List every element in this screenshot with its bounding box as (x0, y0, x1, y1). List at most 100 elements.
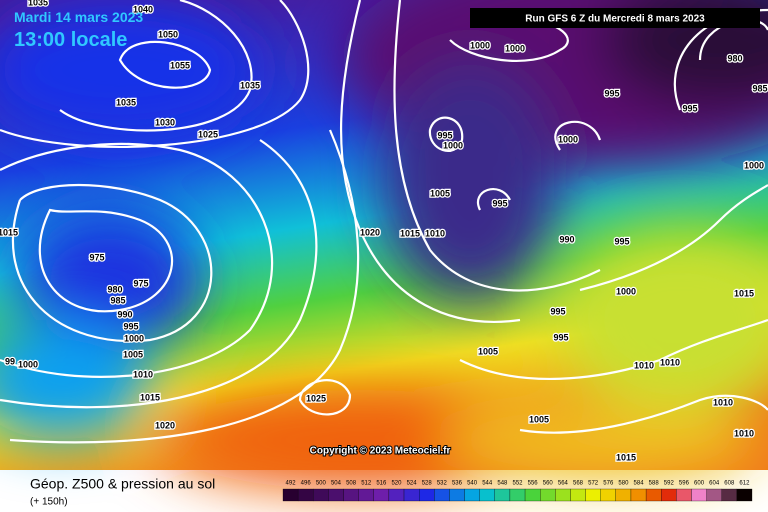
isobar-label: 1010 (425, 228, 445, 238)
isobar-label: 1015 (616, 452, 636, 462)
isobar-label: 1000 (616, 286, 636, 296)
isobar-label: 1010 (660, 357, 680, 367)
run-box (470, 8, 760, 28)
forecast-time: 13:00 locale (14, 29, 127, 51)
scale-swatch (358, 488, 374, 502)
scale-label: 584 (634, 481, 645, 487)
isobar-label: 995 (614, 236, 629, 246)
scale-label: 536 (452, 481, 463, 487)
isobar-label: 1035 (240, 80, 260, 90)
isobar-label: 1010 (713, 397, 733, 407)
isobar-label: 985 (110, 295, 125, 305)
isobar-label: 980 (727, 53, 742, 63)
scale-label: 564 (558, 481, 569, 487)
isobar-label: 1005 (123, 349, 143, 359)
scale-swatch (540, 488, 556, 502)
scale-label: 556 (528, 481, 539, 487)
scale-label: 604 (709, 481, 720, 487)
isobar-label: 985 (752, 83, 767, 93)
scale-swatch (615, 488, 632, 502)
scale-label: 608 (724, 481, 735, 487)
scale-swatch (343, 488, 359, 502)
scale-label: 576 (603, 481, 614, 487)
isobar-label: 1020 (360, 227, 380, 237)
scale-label: 512 (361, 481, 372, 487)
isobar-label: 995 (682, 103, 697, 113)
isobar-label: 1040 (133, 4, 153, 14)
isobar-label: 1000 (470, 40, 490, 50)
scale-label: 548 (497, 481, 508, 487)
isobar-label: 995 (553, 332, 568, 342)
isobar-label: 1050 (158, 29, 178, 39)
scale-swatch (464, 488, 480, 502)
isobar-label: 975 (133, 278, 148, 288)
isobar-label: 995 (550, 306, 565, 316)
scale-swatch (524, 488, 541, 502)
scale-label: 500 (316, 481, 327, 487)
color-scale: 492 496 500 504 508 512 516 520 524 528 532 536 540 5… (282, 481, 753, 502)
isobar-label: 1055 (170, 60, 190, 70)
scale-swatch (419, 488, 435, 502)
scale-swatch (721, 488, 738, 502)
scale-label: 520 (391, 481, 402, 487)
isobar-label: 1010 (634, 360, 654, 370)
isobar-label: 1005 (529, 414, 549, 424)
scale-swatch (434, 488, 450, 502)
scale-swatch (630, 488, 647, 502)
scale-label: 560 (543, 481, 554, 487)
scale-label: 524 (407, 481, 418, 487)
isobar-label: 1015 (0, 227, 18, 237)
isobar-label: 1015 (734, 288, 754, 298)
isobar-label: 1000 (744, 160, 764, 170)
scale-label: 516 (376, 481, 387, 487)
scale-label: 588 (649, 481, 660, 487)
scale-swatch (373, 488, 390, 502)
scale-label: 492 (286, 481, 297, 487)
isobar-label: 1005 (430, 188, 450, 198)
isobar-label: 1035 (28, 0, 48, 7)
scale-label: 592 (664, 481, 675, 487)
footer-title: Géop. Z500 & pression au sol (30, 476, 215, 492)
isobar-label: 1015 (400, 228, 420, 238)
isobar-label: 99 (5, 356, 15, 366)
isobar-label: 1035 (116, 97, 136, 107)
scale-swatch (600, 488, 616, 502)
scale-label: 552 (512, 481, 523, 487)
run-info: Run GFS 6 Z du Mercredi 8 mars 2023 (525, 14, 705, 25)
isobar-label: 1000 (18, 359, 38, 369)
scale-swatch (691, 488, 707, 502)
field (0, 0, 768, 490)
isobar-label: 990 (117, 309, 132, 319)
scale-label: 504 (331, 481, 342, 487)
scale-label: 580 (618, 481, 629, 487)
scale-swatch (585, 488, 601, 502)
scale-label: 532 (437, 481, 448, 487)
scale-swatch (328, 488, 344, 502)
scale-swatch (449, 488, 465, 502)
scale-label: 528 (422, 481, 433, 487)
scale-label: 508 (346, 481, 357, 487)
isobar-label: 975 (89, 252, 104, 262)
scale-swatch (388, 488, 405, 502)
scale-label: 540 (467, 481, 478, 487)
isobar-label: 1025 (306, 393, 326, 403)
isobar-label: 1000 (124, 333, 144, 343)
isobar-label: 1010 (734, 428, 754, 438)
scale-swatch (676, 488, 692, 502)
scale-swatch (645, 488, 662, 502)
isobar-label: 1010 (133, 369, 153, 379)
scale-label: 568 (573, 481, 584, 487)
isobar-label: 980 (107, 284, 122, 294)
isobar-label: 1000 (505, 43, 525, 53)
isobar-label: 990 (559, 234, 574, 244)
isobar-label: 995 (492, 198, 507, 208)
isobar-label: 1020 (155, 420, 175, 430)
scale-swatch (282, 488, 299, 502)
scale-swatch (479, 488, 495, 502)
isobar-label: 1025 (198, 129, 218, 139)
scale-swatch (313, 488, 329, 502)
scale-swatch (736, 488, 753, 502)
scale-swatch (297, 488, 314, 502)
isobar-label: 1030 (155, 117, 175, 127)
scale-label: 596 (679, 481, 690, 487)
